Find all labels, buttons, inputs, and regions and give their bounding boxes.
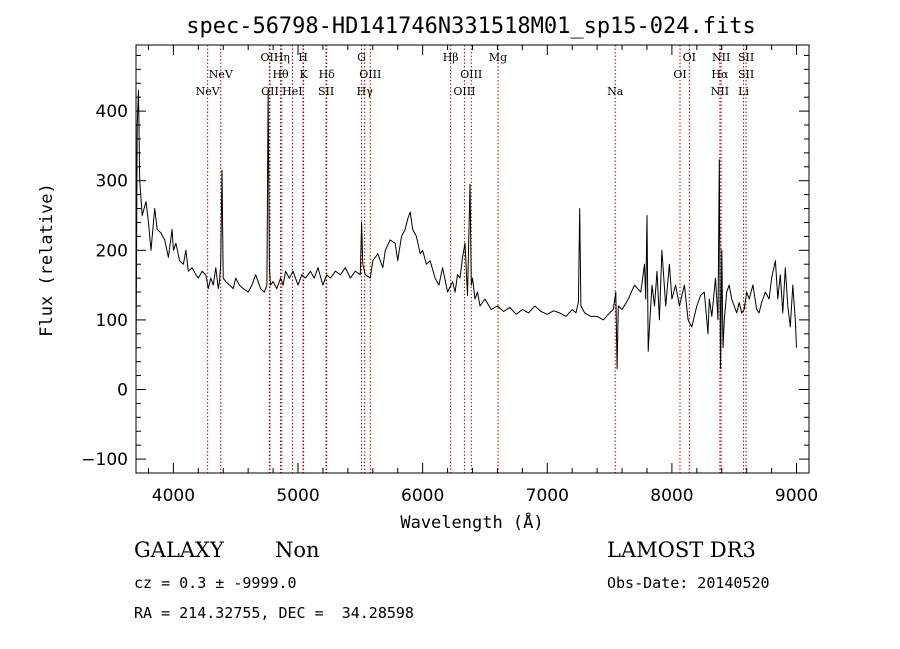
line-label: Hβ <box>443 51 459 64</box>
y-tick-label: 100 <box>96 311 128 331</box>
y-tick-label: 200 <box>96 241 128 261</box>
x-tick-label: 5000 <box>276 486 319 506</box>
y-tick-label: 0 <box>117 380 128 400</box>
x-tick-label: 7000 <box>526 486 569 506</box>
line-label: Hη <box>274 51 290 64</box>
y-tick-label: 400 <box>96 102 128 122</box>
axes: 4000 5000 6000 7000 8000 9000 −100 0 100 200 300 40… <box>81 44 818 506</box>
object-subclass: Non <box>275 538 320 562</box>
coordinates: RA = 214.32755, DEC = 34.28598 <box>134 604 414 622</box>
line-label: G <box>357 51 366 64</box>
x-tick-label: 8000 <box>650 486 693 506</box>
x-axis-label: Wavelength (Å) <box>400 511 543 533</box>
x-tick-label: 4000 <box>152 486 195 506</box>
line-label: Hδ <box>319 68 336 81</box>
line-label: H <box>298 51 308 64</box>
redshift-cz: cz = 0.3 ± -9999.0 <box>134 574 297 592</box>
line-label: OI <box>673 68 686 81</box>
line-label: Mg <box>489 51 507 64</box>
line-label: SII <box>318 85 334 98</box>
line-label: Hγ <box>357 85 374 98</box>
plot-frame <box>135 44 810 474</box>
line-label: K <box>300 68 309 81</box>
line-label: HeI <box>282 85 302 98</box>
line-label: SII <box>738 51 754 64</box>
survey-name: LAMOST DR3 <box>607 538 756 562</box>
line-label: SII <box>738 68 754 81</box>
line-markers <box>207 45 747 473</box>
y-tick-label: 300 <box>96 172 128 192</box>
x-tick-label: 6000 <box>401 486 444 506</box>
line-label: OII <box>260 51 278 64</box>
x-tick-label: 9000 <box>775 486 818 506</box>
line-label: NII <box>711 85 729 98</box>
object-class: GALAXY <box>134 538 224 562</box>
y-tick-label: −100 <box>81 450 128 470</box>
y-axis-label: Flux (relative) <box>37 183 57 337</box>
chart-title: spec-56798-HD141746N331518M01_sp15-024.f… <box>186 14 756 39</box>
line-label: OI <box>683 51 696 64</box>
obs-date: Obs-Date: 20140520 <box>607 574 770 592</box>
line-label: Na <box>607 85 624 98</box>
line-label: OIII <box>460 68 482 81</box>
line-label: Hα <box>711 68 729 81</box>
line-label: NII <box>712 51 730 64</box>
line-label: OII <box>261 85 279 98</box>
line-label: Li <box>738 85 749 98</box>
line-label: OIII <box>359 68 381 81</box>
spectrum-line <box>135 89 797 370</box>
line-label: OIII <box>453 85 475 98</box>
line-label: NeV <box>196 85 221 98</box>
line-label: NeV <box>209 68 234 81</box>
line-label: Hθ <box>272 68 289 81</box>
